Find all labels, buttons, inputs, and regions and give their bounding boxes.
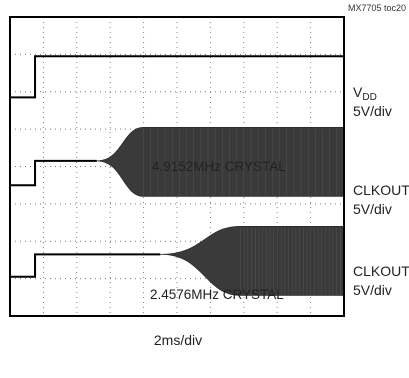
clkout-trace-2 [10, 253, 161, 278]
clkout-oscillation-envelope-2 [160, 226, 345, 296]
crystal-annotation-2: 2.4576MHz CRYSTAL [150, 287, 284, 302]
vdd-label: VDD [353, 84, 377, 103]
vdd-label-main: V [353, 84, 363, 100]
clkout2-label: CLKOUT [353, 263, 409, 279]
clkout-trace-1 [10, 159, 97, 187]
source-tag: MX7705 toc20 [348, 3, 406, 13]
vdd-label-sub: DD [362, 92, 376, 103]
clkout2-scale-label: 5V/div [353, 282, 392, 298]
grid [10, 17, 344, 316]
x-scale-label: 2ms/div [154, 332, 202, 348]
clkout1-label: CLKOUT [353, 182, 409, 198]
plot-frame [9, 16, 345, 317]
vdd-trace [10, 55, 344, 99]
vdd-scale-label: 5V/div [353, 103, 392, 119]
crystal-annotation-1: 4.9152MHz CRYSTAL [152, 159, 286, 174]
clkout1-scale-label: 5V/div [353, 201, 392, 217]
